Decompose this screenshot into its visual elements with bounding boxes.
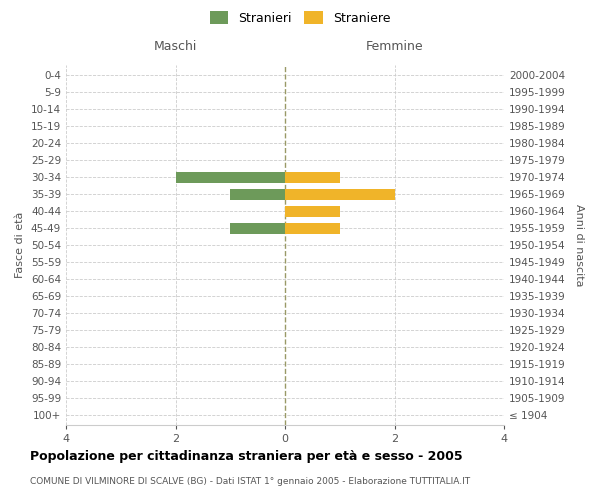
Bar bbox=[176, 172, 285, 182]
Bar bbox=[285, 222, 340, 234]
Bar bbox=[285, 172, 340, 182]
Text: Popolazione per cittadinanza straniera per età e sesso - 2005: Popolazione per cittadinanza straniera p… bbox=[30, 450, 463, 463]
Text: Maschi: Maschi bbox=[154, 40, 197, 53]
Y-axis label: Fasce di età: Fasce di età bbox=[16, 212, 25, 278]
Bar bbox=[285, 188, 395, 200]
Bar bbox=[285, 206, 340, 216]
Legend: Stranieri, Straniere: Stranieri, Straniere bbox=[205, 6, 395, 30]
Bar bbox=[230, 222, 285, 234]
Y-axis label: Anni di nascita: Anni di nascita bbox=[574, 204, 584, 286]
Text: Femmine: Femmine bbox=[365, 40, 424, 53]
Bar bbox=[230, 188, 285, 200]
Text: COMUNE DI VILMINORE DI SCALVE (BG) - Dati ISTAT 1° gennaio 2005 - Elaborazione T: COMUNE DI VILMINORE DI SCALVE (BG) - Dat… bbox=[30, 478, 470, 486]
